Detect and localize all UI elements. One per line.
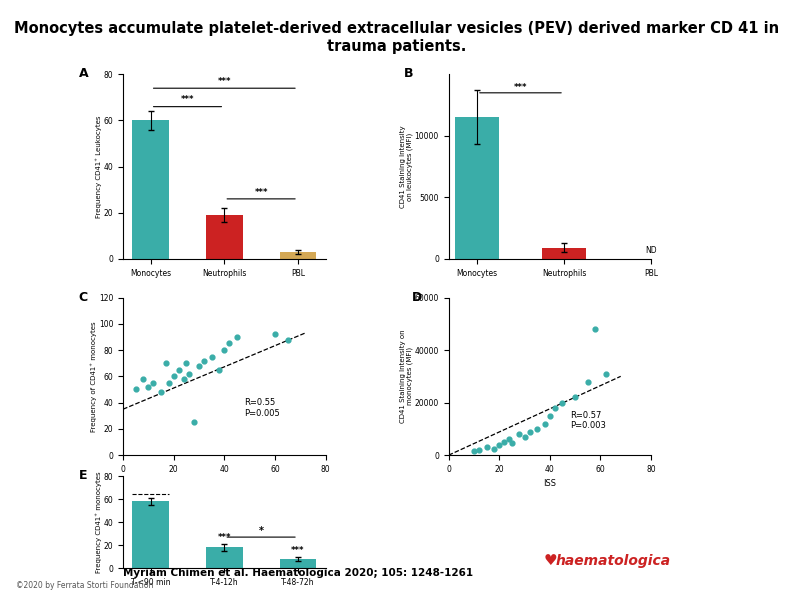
Point <box>581 377 594 386</box>
Text: ***: *** <box>254 187 268 196</box>
Bar <box>206 547 243 568</box>
Text: ***: *** <box>218 77 231 86</box>
Point <box>506 439 518 448</box>
X-axis label: ISS: ISS <box>543 480 557 488</box>
Bar <box>455 117 499 259</box>
Text: C: C <box>79 291 87 304</box>
Point <box>531 424 544 434</box>
Point <box>137 374 149 384</box>
Point <box>142 382 155 392</box>
Bar <box>279 252 316 259</box>
Point <box>549 403 561 413</box>
Text: Monocytes accumulate platelet-derived extracellular vesicles (PEV) derived marke: Monocytes accumulate platelet-derived ex… <box>14 21 780 36</box>
Point <box>503 434 516 444</box>
Text: E: E <box>79 469 87 481</box>
Point <box>206 352 218 361</box>
Point <box>180 358 193 368</box>
Bar <box>206 215 243 259</box>
Point <box>193 361 206 371</box>
Text: ♥: ♥ <box>544 553 557 568</box>
Text: ***: *** <box>218 533 231 542</box>
Bar <box>542 248 586 259</box>
Bar <box>133 502 169 568</box>
Point <box>230 332 243 342</box>
Text: ***: *** <box>181 95 195 104</box>
X-axis label: ISS: ISS <box>218 480 231 488</box>
Text: R=0.55
P=0.005: R=0.55 P=0.005 <box>245 398 280 418</box>
Point <box>160 358 172 368</box>
Point <box>488 444 500 453</box>
Text: ©2020 by Ferrata Storti Foundation: ©2020 by Ferrata Storti Foundation <box>16 581 153 590</box>
Point <box>480 443 493 452</box>
Point <box>569 393 581 402</box>
Text: Myriam Chimen et al. Haematologica 2020; 105: 1248-1261: Myriam Chimen et al. Haematologica 2020;… <box>123 568 473 578</box>
Point <box>147 378 160 388</box>
Point <box>493 440 506 449</box>
Text: trauma patients.: trauma patients. <box>327 39 467 54</box>
Y-axis label: CD41 Staining Intensity
on leukocytes (MFI): CD41 Staining Intensity on leukocytes (M… <box>399 126 413 208</box>
Text: ***: *** <box>514 83 527 92</box>
Point <box>498 437 511 447</box>
Point <box>168 371 180 381</box>
Point <box>172 365 185 374</box>
Point <box>538 419 551 428</box>
Point <box>187 418 200 427</box>
Text: D: D <box>412 291 422 304</box>
Y-axis label: Frequency of CD41⁺ monocytes: Frequency of CD41⁺ monocytes <box>91 321 98 431</box>
Bar <box>133 120 169 259</box>
Point <box>468 446 480 456</box>
Y-axis label: CD41 Staining Intensity on
monocytes (MFI): CD41 Staining Intensity on monocytes (MF… <box>399 330 413 423</box>
Point <box>472 445 485 455</box>
Point <box>223 339 236 348</box>
Point <box>543 411 556 421</box>
Point <box>129 385 142 394</box>
Point <box>523 427 536 436</box>
Point <box>162 378 175 388</box>
Point <box>213 365 225 374</box>
Point <box>218 345 230 355</box>
Text: *: * <box>259 526 264 536</box>
Text: haematologica: haematologica <box>556 554 671 568</box>
Y-axis label: Frequency CD41⁺ Leukocytes: Frequency CD41⁺ Leukocytes <box>95 115 102 218</box>
Point <box>183 369 195 378</box>
Text: ND: ND <box>646 246 657 255</box>
Bar <box>279 559 316 568</box>
Y-axis label: Frequency CD41⁺ monocytes: Frequency CD41⁺ monocytes <box>95 471 102 573</box>
Point <box>178 374 191 384</box>
Text: B: B <box>404 67 414 80</box>
Point <box>513 430 526 439</box>
Text: ***: *** <box>291 546 305 555</box>
Point <box>518 432 531 441</box>
Point <box>589 324 602 334</box>
Point <box>599 369 612 378</box>
Point <box>155 387 168 397</box>
Point <box>268 330 281 339</box>
Point <box>281 335 294 345</box>
Text: A: A <box>79 67 88 80</box>
Text: R=0.57
P=0.003: R=0.57 P=0.003 <box>570 411 606 430</box>
Point <box>556 398 569 408</box>
Point <box>198 356 210 365</box>
